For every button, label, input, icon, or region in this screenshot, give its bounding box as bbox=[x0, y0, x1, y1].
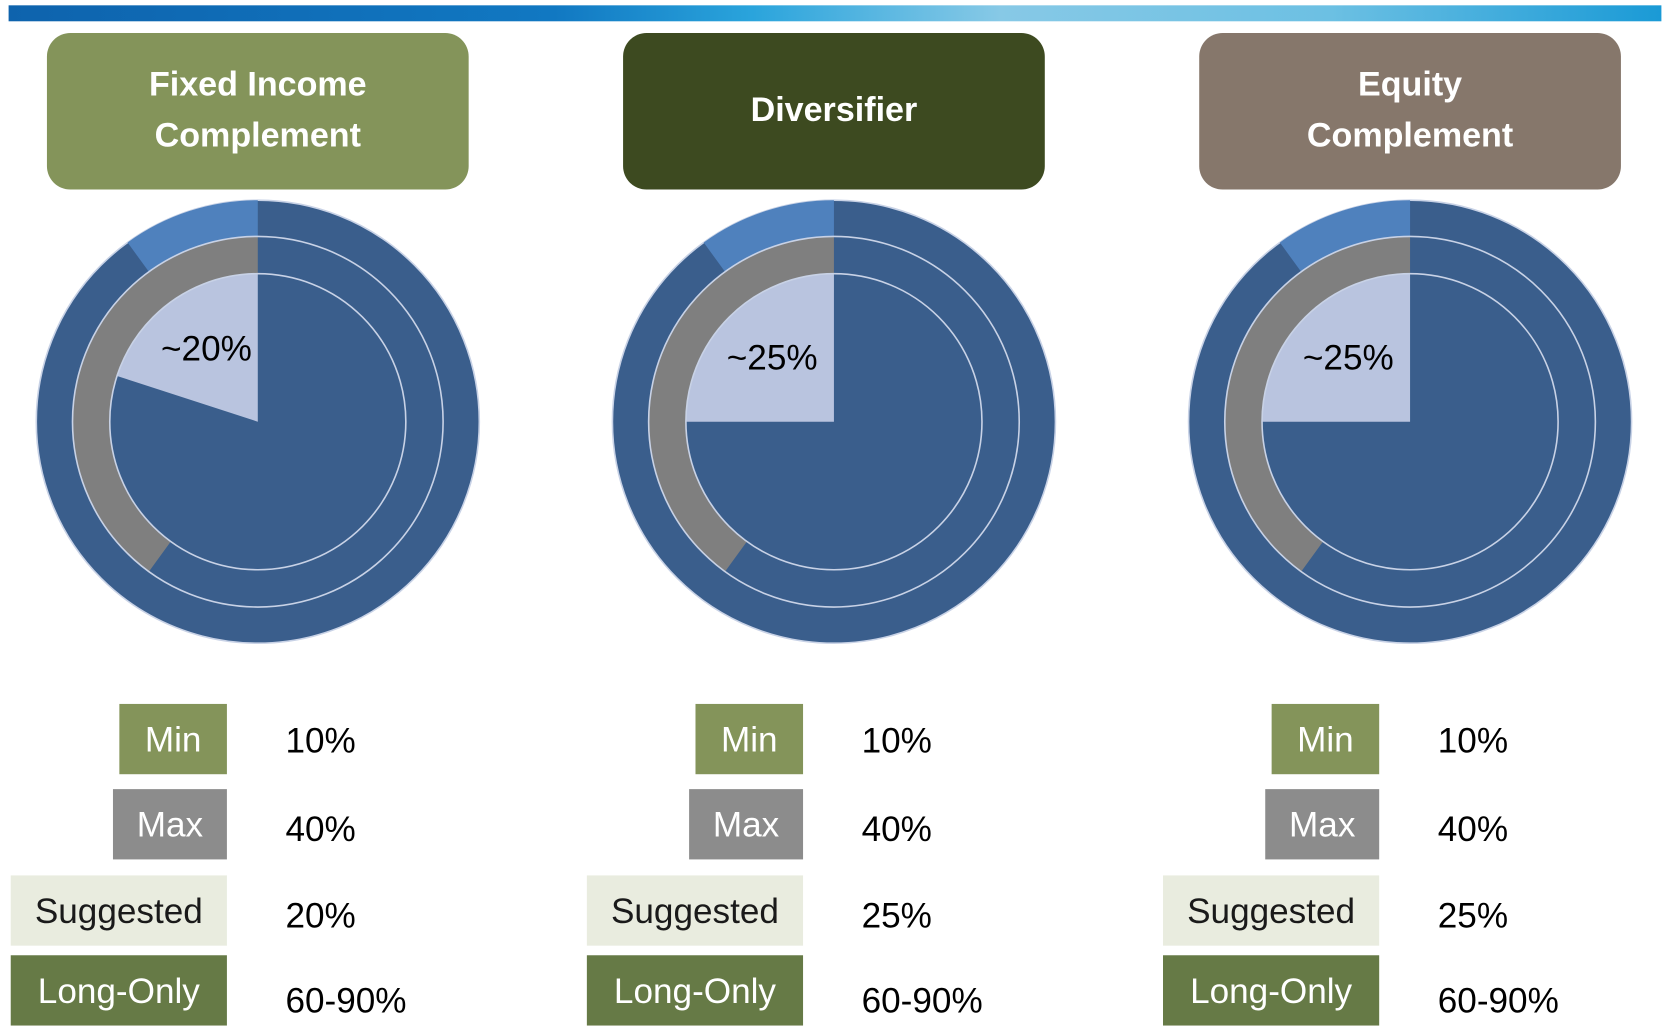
legend-label: Suggested bbox=[35, 892, 203, 931]
legend-box bbox=[1163, 955, 1380, 1026]
title-box bbox=[623, 33, 1045, 190]
legend-label: Max bbox=[137, 806, 204, 845]
title-box bbox=[1199, 33, 1621, 190]
legend-label: Long-Only bbox=[614, 972, 776, 1011]
legend-label: Suggested bbox=[1187, 892, 1355, 931]
legend-label: Min bbox=[145, 721, 202, 760]
ring-outline bbox=[1261, 272, 1559, 571]
slice bbox=[1224, 236, 1411, 572]
legend-label: Max bbox=[1289, 806, 1356, 845]
slice bbox=[127, 200, 258, 272]
legend-value: 60-90% bbox=[862, 981, 983, 1020]
chart-title: Equity bbox=[1358, 65, 1462, 103]
slice bbox=[1279, 200, 1411, 272]
ring-outline bbox=[108, 272, 407, 571]
legend-box bbox=[1163, 875, 1380, 946]
annotation: ~25% bbox=[727, 338, 818, 377]
legend-value: 60-90% bbox=[1438, 981, 1559, 1020]
legend-box bbox=[586, 875, 804, 946]
slice bbox=[685, 273, 834, 422]
header-band bbox=[8, 5, 1662, 22]
ring-outline bbox=[647, 235, 1021, 608]
legend-value: 20% bbox=[285, 896, 355, 935]
chart-title: Complement bbox=[1307, 116, 1513, 154]
legend-value: 25% bbox=[1438, 896, 1508, 935]
legend-value: 10% bbox=[285, 722, 355, 761]
annotation: ~20% bbox=[161, 329, 252, 368]
annotation: ~25% bbox=[1303, 338, 1394, 377]
slice bbox=[1262, 273, 1411, 422]
ring-outline bbox=[71, 235, 444, 608]
legend-box bbox=[10, 875, 227, 946]
slice bbox=[117, 273, 258, 422]
legend-box bbox=[112, 789, 227, 860]
legend-label: Suggested bbox=[611, 892, 779, 931]
legend-value: 25% bbox=[862, 896, 932, 935]
ring-outline bbox=[1223, 235, 1597, 608]
legend-box bbox=[689, 789, 804, 860]
legend-box bbox=[119, 703, 227, 775]
legend-label: Min bbox=[1297, 721, 1354, 760]
chart-title: Fixed Income bbox=[149, 65, 367, 103]
legend-box bbox=[10, 955, 227, 1026]
legend-label: Min bbox=[721, 721, 778, 760]
chart-title: Diversifier bbox=[751, 91, 918, 129]
legend-box bbox=[1271, 703, 1380, 775]
legend-value: 40% bbox=[862, 810, 932, 849]
slice bbox=[703, 200, 834, 272]
ring-outline bbox=[685, 272, 983, 571]
slice bbox=[648, 236, 834, 572]
legend-value: 40% bbox=[285, 810, 355, 849]
legend-box bbox=[695, 703, 804, 775]
legend-label: Long-Only bbox=[1190, 972, 1352, 1011]
legend-box bbox=[586, 955, 804, 1026]
chart-title: Complement bbox=[155, 116, 361, 154]
legend-label: Max bbox=[713, 806, 780, 845]
slice bbox=[72, 236, 258, 572]
title-box bbox=[46, 33, 469, 190]
legend-value: 60-90% bbox=[285, 981, 406, 1020]
legend-value: 40% bbox=[1438, 810, 1508, 849]
legend-label: Long-Only bbox=[38, 972, 200, 1011]
legend-value: 10% bbox=[1438, 722, 1508, 761]
legend-value: 10% bbox=[862, 722, 932, 761]
legend-box bbox=[1265, 789, 1380, 860]
